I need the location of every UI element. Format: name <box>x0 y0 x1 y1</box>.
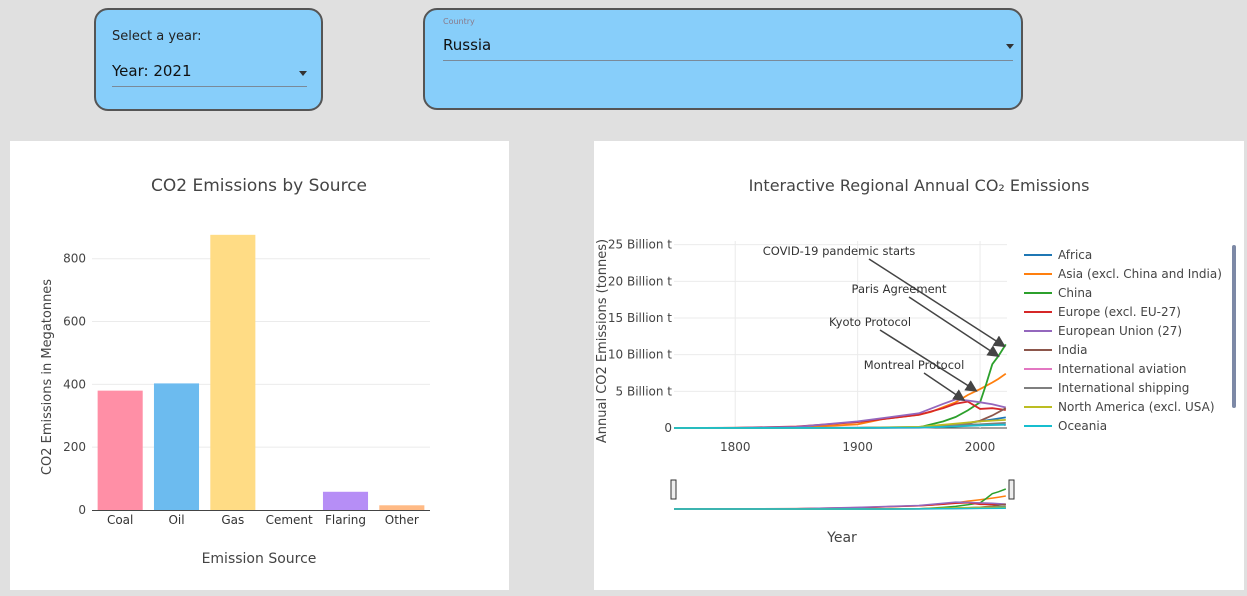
regional-chart-legend: Africa Asia (excl. China and India) China E… <box>1024 248 1222 433</box>
y-tick-label: 400 <box>63 377 86 391</box>
y-tick-label: 0 <box>664 421 672 435</box>
series-line[interactable] <box>673 423 1006 429</box>
annotation-label: COVID-19 pandemic starts <box>763 244 916 258</box>
x-tick-label: 1900 <box>842 440 873 454</box>
annotation-label: Kyoto Protocol <box>829 315 911 329</box>
source-chart-y-label: CO2 Emissions in Megatonnes <box>40 279 55 475</box>
legend-item[interactable]: International shipping <box>1058 381 1189 395</box>
country-label: Country <box>443 17 475 26</box>
year-dropdown-underline <box>112 86 307 87</box>
x-tick-label: 1800 <box>720 440 751 454</box>
regional-line-chart[interactable]: Interactive Regional Annual CO₂ Emission… <box>594 141 1244 590</box>
source-bar-chart[interactable]: CO2 Emissions by Source 0 200 400 600 800 Co… <box>10 141 509 590</box>
country-dropdown-underline <box>443 60 1013 61</box>
x-tick-label: 2000 <box>965 440 996 454</box>
regional-chart-series <box>673 343 1007 429</box>
legend-item[interactable]: Oceania <box>1058 419 1107 433</box>
y-tick-label: 10 Billion t <box>608 348 672 362</box>
legend-item[interactable]: Africa <box>1058 248 1092 262</box>
legend-item[interactable]: India <box>1058 343 1087 357</box>
source-chart-x-ticks: Coal Oil Gas Cement Flaring Other <box>107 513 419 527</box>
x-tick-label: Oil <box>168 513 184 527</box>
bar-flaring[interactable] <box>322 491 369 510</box>
annotation-arrow <box>879 329 978 392</box>
annotation-arrow <box>923 372 966 402</box>
legend-item[interactable]: North America (excl. USA) <box>1058 400 1215 414</box>
regional-chart-x-ticks: 1800 1900 2000 <box>720 440 995 454</box>
chevron-down-icon <box>299 71 307 76</box>
source-chart-title: CO2 Emissions by Source <box>151 176 367 196</box>
legend-item[interactable]: China <box>1058 286 1092 300</box>
regional-chart-y-label: Annual CO2 Emissions (tonnes) <box>595 239 610 443</box>
source-chart-grid <box>92 258 430 448</box>
year-prompt: Select a year: <box>112 29 202 44</box>
year-dropdown-value: Year: 2021 <box>112 62 192 80</box>
range-slider-right-handle[interactable] <box>1008 479 1015 500</box>
x-tick-label: Cement <box>266 513 313 527</box>
y-tick-label: 800 <box>63 252 86 266</box>
bar-coal[interactable] <box>97 390 143 510</box>
series-line[interactable] <box>674 343 1007 429</box>
bar-oil[interactable] <box>153 383 200 510</box>
range-slider-lines <box>673 488 1007 510</box>
y-tick-label: 0 <box>78 503 86 517</box>
annotation-label: Montreal Protocol <box>864 358 965 372</box>
country-selector-card: Country Russia <box>423 8 1023 110</box>
x-tick-label: Coal <box>107 513 133 527</box>
legend-item[interactable]: Asia (excl. China and India) <box>1058 267 1222 281</box>
chevron-down-icon <box>1006 44 1014 49</box>
legend-item[interactable]: European Union (27) <box>1058 324 1182 338</box>
range-slider-left-handle[interactable] <box>670 479 677 500</box>
y-tick-label: 200 <box>63 440 86 454</box>
annotation-arrow <box>908 296 1000 357</box>
bar-gas[interactable] <box>210 234 256 510</box>
range-series-line <box>674 507 1006 510</box>
bar-other[interactable] <box>379 505 425 510</box>
y-tick-label: 15 Billion t <box>608 311 672 325</box>
x-tick-label: Other <box>385 513 419 527</box>
legend-item[interactable]: International aviation <box>1058 362 1187 376</box>
regional-chart-x-label: Year <box>826 530 857 546</box>
legend-item[interactable]: Europe (excl. EU-27) <box>1058 305 1181 319</box>
regional-chart-panel: Interactive Regional Annual CO₂ Emission… <box>594 141 1244 590</box>
source-chart-x-label: Emission Source <box>202 551 317 567</box>
y-tick-label: 20 Billion t <box>608 274 672 288</box>
year-selector-card: Select a year: Year: 2021 <box>94 8 323 111</box>
x-tick-label: Gas <box>221 513 244 527</box>
series-line[interactable] <box>673 372 1007 429</box>
country-dropdown[interactable]: Russia <box>425 28 1021 62</box>
y-tick-label: 25 Billion t <box>608 238 672 252</box>
range-slider[interactable] <box>670 478 1015 514</box>
legend-scrollbar[interactable] <box>1232 245 1236 408</box>
source-chart-y-ticks: 0 200 400 600 800 <box>63 252 86 517</box>
annotation-label: Paris Agreement <box>852 282 947 296</box>
x-tick-label: Flaring <box>325 513 366 527</box>
country-dropdown-value: Russia <box>443 36 492 54</box>
year-dropdown[interactable]: Year: 2021 <box>96 56 321 90</box>
y-tick-label: 600 <box>63 315 86 329</box>
y-tick-label: 5 Billion t <box>616 384 673 398</box>
source-chart-bars <box>97 234 425 510</box>
regional-chart-y-ticks: 0 5 Billion t 10 Billion t 15 Billion t 20 B… <box>608 238 672 435</box>
annotation-arrow <box>868 258 1006 348</box>
regional-chart-annotations: COVID-19 pandemic starts Paris Agreement K… <box>763 244 1006 402</box>
source-chart-panel: CO2 Emissions by Source 0 200 400 600 800 Co… <box>10 141 509 590</box>
regional-chart-title: Interactive Regional Annual CO₂ Emission… <box>749 176 1090 195</box>
